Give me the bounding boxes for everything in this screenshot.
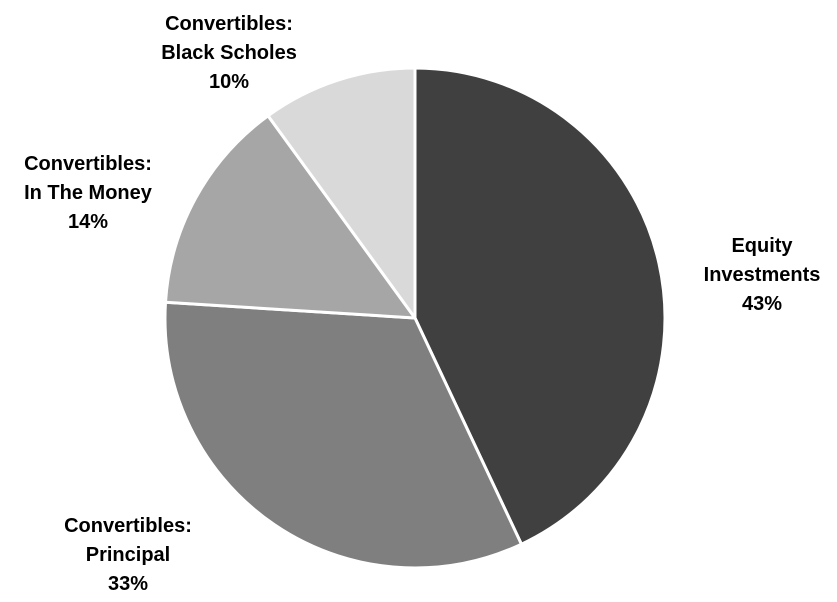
slice-label-0: Equity Investments 43% — [704, 235, 821, 315]
pie-slice-0 — [413, 66, 667, 546]
slice-value-label: 10% — [209, 71, 249, 93]
slice-category-label: Investments — [704, 264, 821, 286]
slice-label-2: Convertibles: In The Money 14% — [24, 153, 153, 233]
slice-category-label: Convertibles: — [165, 13, 293, 35]
slice-value-label: 43% — [742, 293, 782, 315]
pie-slice-3 — [266, 66, 417, 320]
pie-slices — [163, 66, 667, 570]
slice-value-label: 33% — [108, 573, 148, 595]
slice-category-label: Convertibles: — [64, 515, 192, 537]
slice-label-1: Convertibles: Principal 33% — [64, 515, 192, 595]
slice-category-label: Principal — [86, 544, 170, 566]
slice-labels: Equity Investments 43% Convertibles: Princip… — [24, 13, 820, 595]
slice-label-3: Convertibles: Black Scholes 10% — [161, 13, 297, 93]
pie-slice-2 — [163, 114, 417, 320]
slice-category-label: Convertibles: — [24, 153, 152, 175]
pie-slice-1 — [163, 300, 523, 570]
slice-category-label: Equity — [731, 235, 793, 257]
slice-category-label: In The Money — [24, 182, 153, 204]
slice-category-label: Black Scholes — [161, 42, 297, 64]
slice-value-label: 14% — [68, 211, 108, 233]
